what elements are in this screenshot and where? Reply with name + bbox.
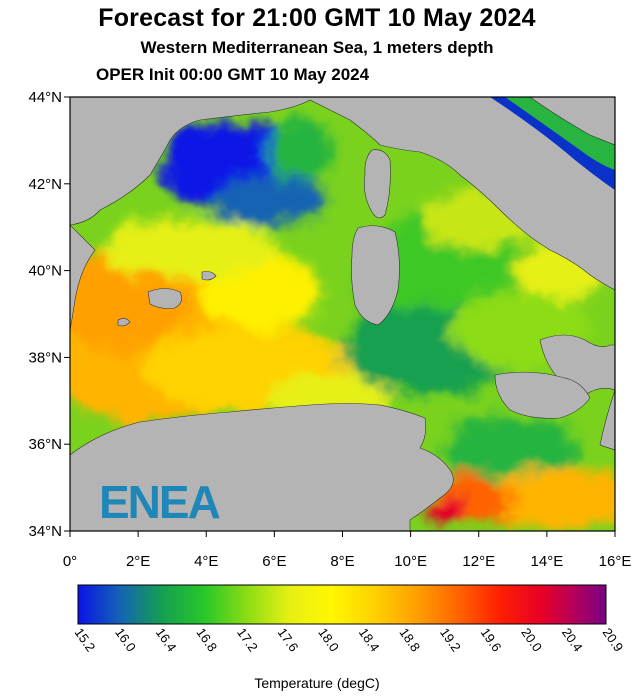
colorbar-tick-label: 18.4 bbox=[356, 625, 383, 654]
lon-tick-label: 14°E bbox=[531, 553, 564, 570]
map-subtitle: Western Mediterranean Sea, 1 meters dept… bbox=[140, 38, 494, 57]
temperature-field: ENEA bbox=[70, 97, 615, 531]
colorbar-tick-label: 15.2 bbox=[72, 625, 99, 654]
colorbar bbox=[77, 584, 607, 625]
land-masses bbox=[70, 97, 615, 531]
colorbar-title: Temperature (degC) bbox=[254, 675, 380, 691]
lon-tick-label: 16°E bbox=[599, 553, 632, 570]
colorbar-tick-label: 17.6 bbox=[275, 625, 302, 654]
colorbar-tick-label: 19.2 bbox=[437, 625, 464, 654]
colorbar-ticks: 15.2 16.0 16.4 16.8 17.2 17.6 18.0 18.4 18.8 19.2… bbox=[72, 625, 627, 654]
lon-tick-label: 0° bbox=[63, 553, 77, 570]
colorbar-tick-label: 18.0 bbox=[315, 625, 342, 654]
lon-tick-label: 2°E bbox=[126, 553, 150, 570]
latitude-axis: 44°N 42°N 40°N 38°N 36°N 34°N bbox=[28, 89, 70, 540]
lat-tick-label: 34°N bbox=[28, 523, 62, 540]
longitude-axis: 0° 2°E 4°E 6°E 8°E 10°E 12°E 14°E 16°E bbox=[63, 531, 632, 570]
colorbar-tick-label: 16.4 bbox=[153, 625, 180, 654]
lon-tick-label: 12°E bbox=[462, 553, 495, 570]
svg-text:ENEA: ENEA bbox=[99, 476, 220, 528]
lon-tick-label: 8°E bbox=[330, 553, 354, 570]
colorbar-tick-label: 20.0 bbox=[518, 625, 545, 654]
lat-tick-label: 38°N bbox=[28, 349, 62, 366]
lat-tick-label: 44°N bbox=[28, 89, 62, 106]
map-title: Forecast for 21:00 GMT 10 May 2024 bbox=[98, 4, 536, 32]
colorbar-tick-label: 20.9 bbox=[600, 625, 627, 654]
lat-tick-label: 42°N bbox=[28, 176, 62, 193]
colorbar-tick-label: 19.6 bbox=[478, 625, 505, 654]
colorbar-tick-label: 16.0 bbox=[112, 625, 139, 654]
colorbar-tick-label: 18.8 bbox=[396, 625, 423, 654]
enea-logo: ENEA bbox=[99, 476, 222, 528]
colorbar-tick-label: 20.4 bbox=[559, 625, 586, 654]
lon-tick-label: 10°E bbox=[394, 553, 427, 570]
colorbar-tick-label: 16.8 bbox=[193, 625, 220, 654]
lat-tick-label: 40°N bbox=[28, 263, 62, 280]
init-time-label: OPER Init 00:00 GMT 10 May 2024 bbox=[96, 65, 370, 84]
lon-tick-label: 4°E bbox=[194, 553, 218, 570]
lon-tick-label: 6°E bbox=[262, 553, 286, 570]
lat-tick-label: 36°N bbox=[28, 436, 62, 453]
colorbar-tick-label: 17.2 bbox=[234, 625, 261, 654]
